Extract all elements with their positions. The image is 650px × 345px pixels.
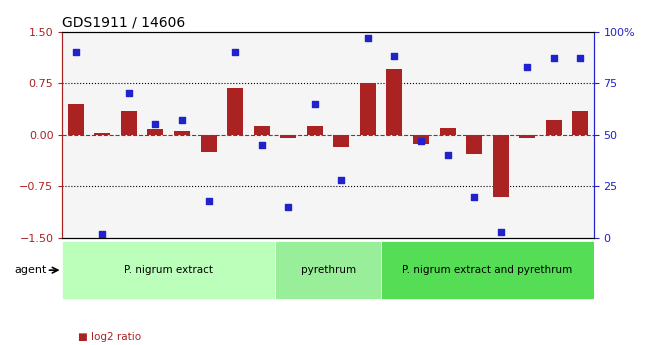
Bar [148, 129, 163, 135]
Text: GDS1911 / 14606: GDS1911 / 14606 [62, 15, 186, 29]
Bar [333, 135, 349, 147]
Bar [413, 135, 429, 144]
Point [443, 152, 453, 158]
Point [495, 229, 506, 235]
Bar [360, 83, 376, 135]
Bar [174, 131, 190, 135]
Bar [439, 128, 456, 135]
Text: P. nigrum extract: P. nigrum extract [124, 265, 213, 275]
Point [522, 64, 532, 69]
Point [336, 177, 346, 183]
Point [97, 231, 107, 237]
FancyBboxPatch shape [275, 241, 381, 299]
Point [124, 91, 134, 96]
Bar [307, 127, 323, 135]
Point [230, 49, 240, 55]
Bar [254, 127, 270, 135]
Point [257, 142, 267, 148]
Bar [493, 135, 509, 197]
Bar [546, 120, 562, 135]
FancyBboxPatch shape [62, 241, 275, 299]
Point [203, 198, 214, 204]
Point [575, 56, 586, 61]
Point [71, 49, 81, 55]
Point [309, 101, 320, 107]
Text: agent: agent [14, 265, 47, 275]
Text: pyrethrum: pyrethrum [300, 265, 356, 275]
Point [177, 118, 187, 123]
Point [150, 122, 161, 127]
Text: ■ log2 ratio: ■ log2 ratio [78, 332, 141, 342]
Bar [387, 69, 402, 135]
Bar [121, 111, 137, 135]
Point [469, 194, 479, 199]
Bar [68, 104, 84, 135]
Point [363, 35, 373, 40]
Point [389, 53, 400, 59]
FancyBboxPatch shape [381, 241, 593, 299]
Bar [227, 88, 243, 135]
Bar [280, 135, 296, 138]
Bar [466, 135, 482, 154]
Text: P. nigrum extract and pyrethrum: P. nigrum extract and pyrethrum [402, 265, 573, 275]
Bar [94, 134, 111, 135]
Point [283, 204, 293, 210]
Point [416, 138, 426, 144]
Bar [519, 135, 535, 138]
Point [549, 56, 559, 61]
Bar [201, 135, 216, 152]
Bar [573, 111, 588, 135]
